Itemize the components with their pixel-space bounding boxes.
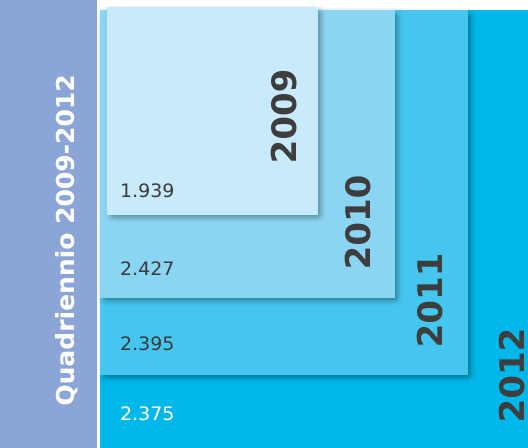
square-2009 [107,7,318,215]
year-label: 2009 [265,69,305,164]
value-label: 1.939 [120,180,174,202]
year-label: 2012 [493,328,528,423]
value-label: 2.427 [120,258,174,280]
side-bar [0,0,97,448]
year-label: 2011 [411,253,451,348]
value-label: 2.395 [120,333,174,355]
year-label: 2010 [339,175,379,270]
title: Quadriennio 2009-2012 [51,74,80,405]
value-label: 2.375 [120,403,174,425]
